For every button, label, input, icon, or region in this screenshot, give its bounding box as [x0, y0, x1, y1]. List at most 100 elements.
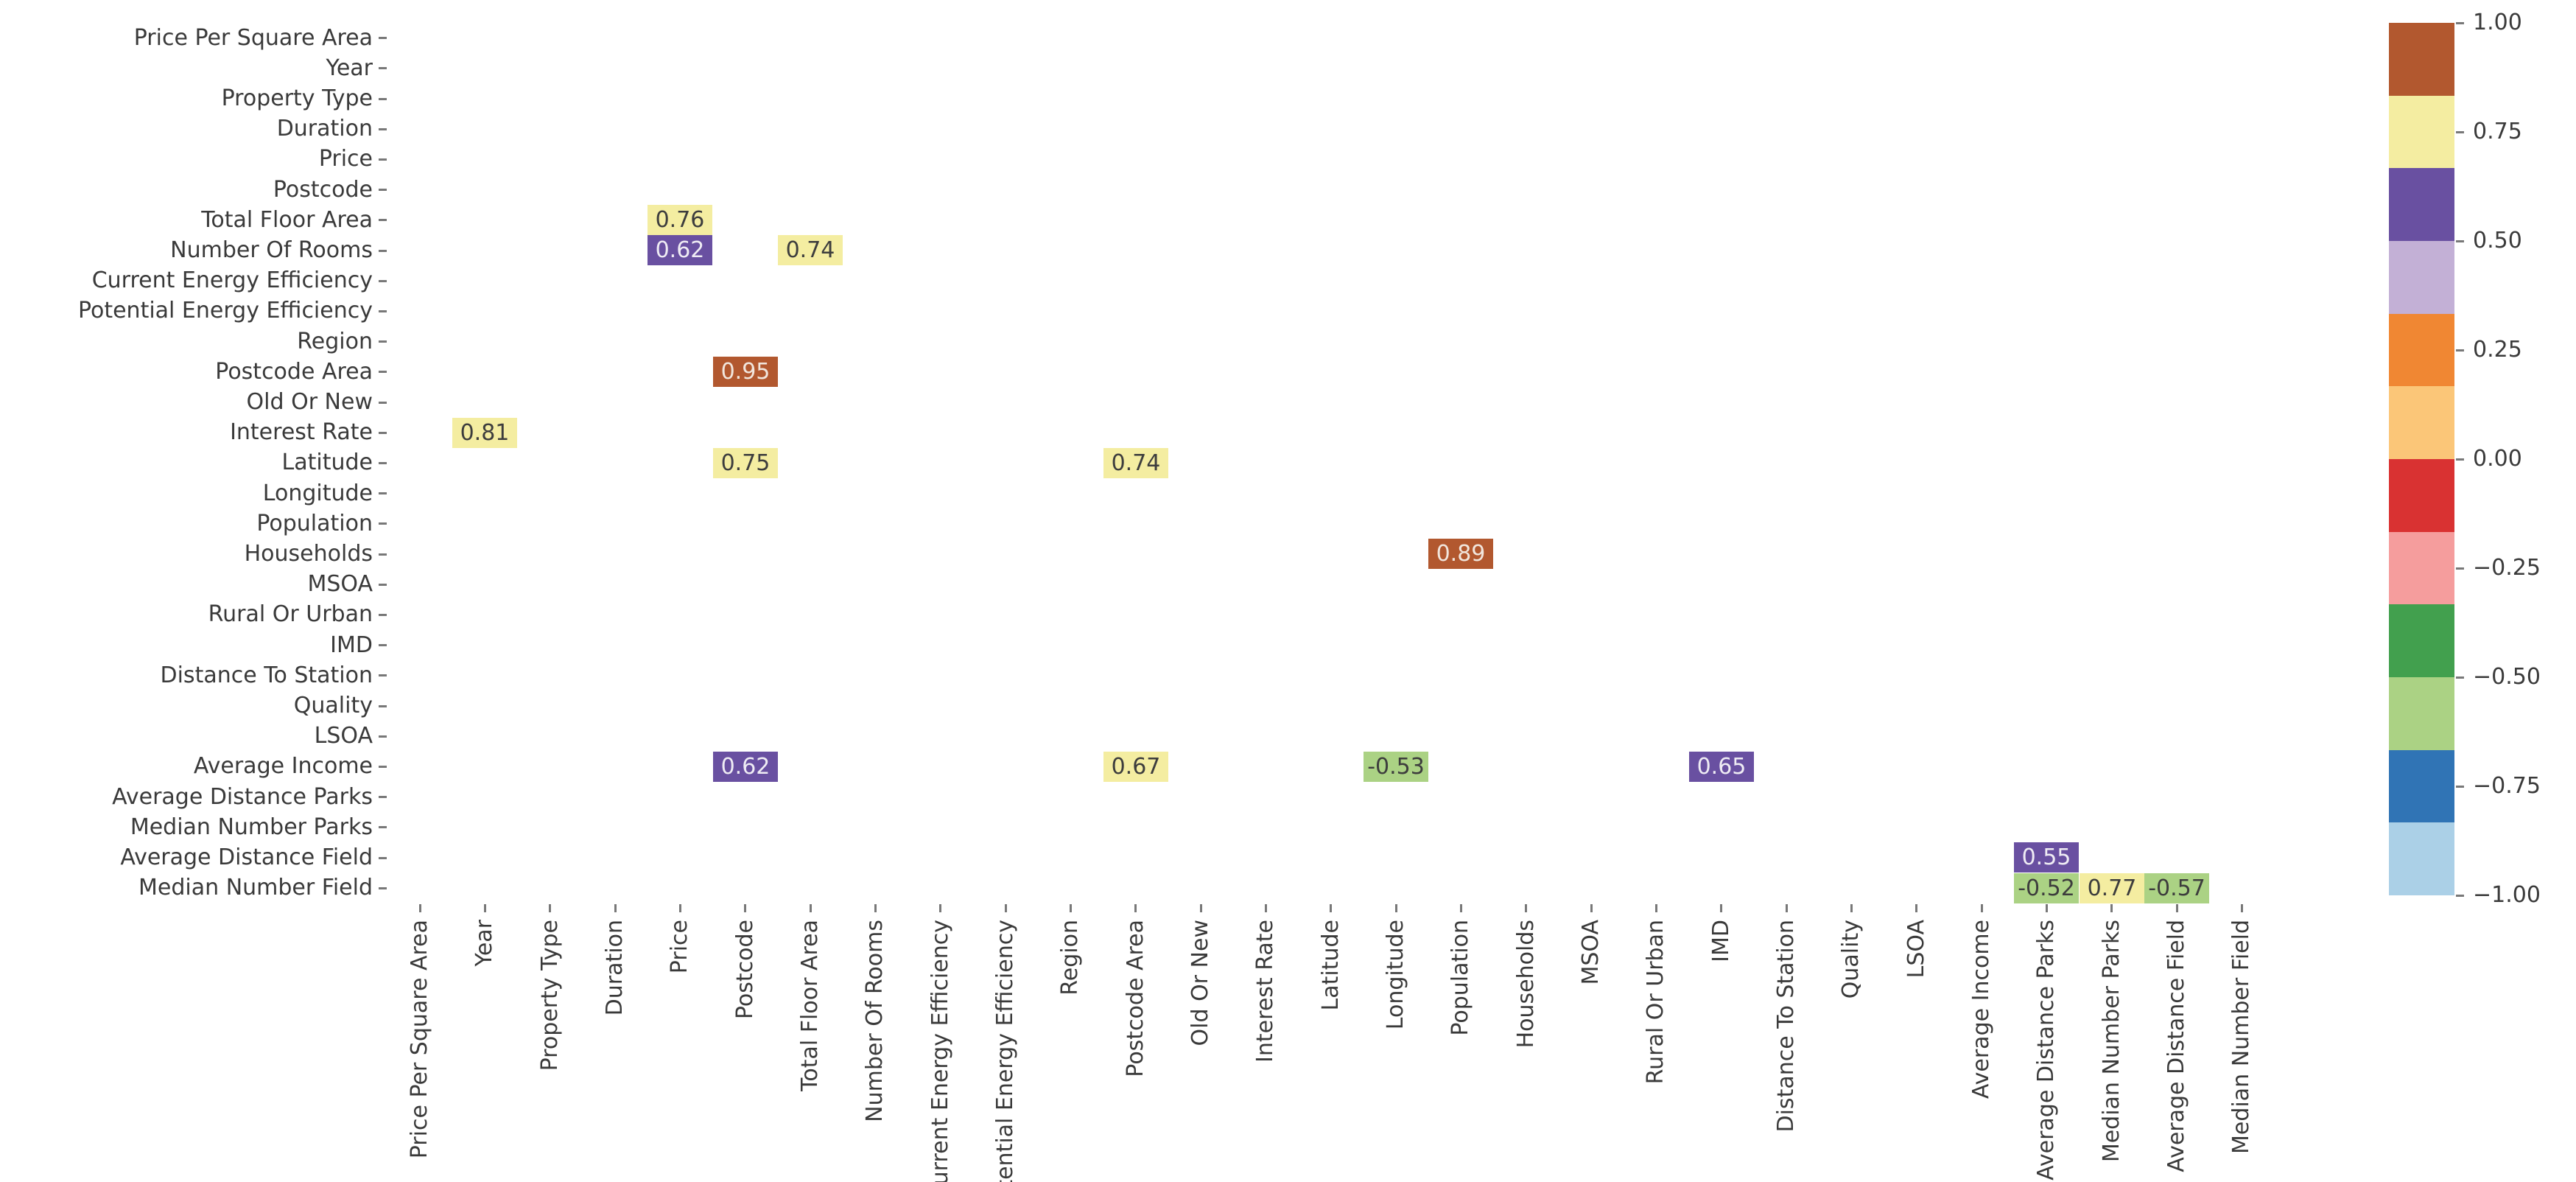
y-tick-label: Average Distance Field: [120, 844, 373, 870]
x-tick-label: Median Number Field: [2228, 920, 2254, 1154]
x-tick-label: Average Distance Parks: [2033, 920, 2059, 1181]
colorbar-band: [2389, 604, 2454, 677]
colorbar-tick-label: 0.25: [2473, 337, 2522, 363]
colorbar-band: [2389, 532, 2454, 605]
y-tick-label: LSOA: [314, 723, 373, 749]
heatmap-cell: 0.65: [1689, 752, 1754, 782]
x-tick-mark: [614, 904, 617, 912]
x-tick-label: LSOA: [1903, 920, 1929, 979]
colorbar-tick-mark: [2456, 895, 2464, 897]
x-tick-mark: [2110, 904, 2113, 912]
colorbar-tick-label: −1.00: [2473, 882, 2541, 908]
colorbar-tick-mark: [2456, 349, 2464, 352]
y-tick-label: Latitude: [281, 450, 373, 475]
colorbar-tick-label: 0.50: [2473, 228, 2522, 253]
x-tick-mark: [1070, 904, 1072, 912]
y-tick-mark: [379, 462, 387, 464]
x-tick-label: Price Per Square Area: [407, 920, 432, 1159]
x-tick-label: Interest Rate: [1252, 920, 1278, 1063]
y-tick-label: Longitude: [262, 480, 373, 506]
y-tick-mark: [379, 98, 387, 100]
x-tick-label: Median Number Parks: [2099, 920, 2124, 1163]
colorbar-band: [2389, 677, 2454, 750]
x-tick-label: Region: [1057, 920, 1083, 996]
x-tick-label: Price: [667, 920, 692, 974]
colorbar-tick-label: 0.00: [2473, 446, 2522, 472]
y-tick-label: MSOA: [307, 571, 373, 597]
y-tick-mark: [379, 553, 387, 556]
x-tick-mark: [939, 904, 941, 912]
y-tick-label: Average Distance Parks: [112, 784, 373, 810]
heatmap-cell: 0.81: [452, 418, 517, 448]
y-tick-mark: [379, 735, 387, 738]
heatmap-cell: 0.62: [647, 235, 712, 265]
y-tick-label: Distance To Station: [160, 662, 373, 688]
y-tick-mark: [379, 584, 387, 586]
y-tick-mark: [379, 887, 387, 889]
y-tick-mark: [379, 280, 387, 282]
heatmap-cell: -0.52: [2014, 873, 2079, 903]
x-tick-mark: [2046, 904, 2048, 912]
colorbar-band: [2389, 314, 2454, 387]
colorbar-band: [2389, 23, 2454, 96]
x-tick-mark: [1395, 904, 1397, 912]
colorbar-band: [2389, 168, 2454, 241]
x-tick-label: Duration: [602, 920, 628, 1016]
y-tick-mark: [379, 402, 387, 404]
y-tick-mark: [379, 128, 387, 130]
x-tick-mark: [810, 904, 812, 912]
x-tick-mark: [1200, 904, 1202, 912]
y-tick-mark: [379, 250, 387, 252]
colorbar-tick-mark: [2456, 458, 2464, 461]
x-tick-label: Postcode: [732, 920, 758, 1020]
y-tick-label: Year: [326, 55, 373, 81]
x-tick-mark: [1525, 904, 1527, 912]
x-tick-mark: [1850, 904, 1853, 912]
y-tick-mark: [379, 158, 387, 161]
y-tick-label: Current Energy Efficiency: [91, 267, 373, 293]
y-tick-mark: [379, 189, 387, 191]
colorbar-tick-mark: [2456, 676, 2464, 679]
x-tick-label: Potential Energy Efficiency: [992, 920, 1018, 1182]
colorbar-tick-mark: [2456, 786, 2464, 788]
y-tick-mark: [379, 67, 387, 69]
colorbar-tick-label: −0.50: [2473, 664, 2541, 690]
heatmap-cell: 0.74: [1103, 448, 1168, 478]
x-tick-mark: [1005, 904, 1007, 912]
x-tick-mark: [419, 904, 421, 912]
colorbar-band: [2389, 96, 2454, 169]
x-tick-mark: [1265, 904, 1267, 912]
colorbar-band: [2389, 750, 2454, 823]
colorbar-band: [2389, 386, 2454, 459]
y-tick-mark: [379, 857, 387, 859]
colorbar-band: [2389, 822, 2454, 895]
x-tick-mark: [1330, 904, 1332, 912]
colorbar-tick-mark: [2456, 240, 2464, 242]
y-tick-mark: [379, 766, 387, 768]
x-tick-label: Rural Or Urban: [1643, 920, 1668, 1085]
x-tick-label: Population: [1447, 920, 1473, 1036]
heatmap-cell: 0.76: [647, 205, 712, 235]
x-tick-label: MSOA: [1578, 920, 1604, 985]
y-tick-mark: [379, 371, 387, 373]
colorbar-tick-mark: [2456, 131, 2464, 133]
x-tick-label: Households: [1513, 920, 1539, 1049]
x-tick-mark: [484, 904, 486, 912]
y-tick-label: Region: [297, 329, 373, 354]
y-tick-mark: [379, 826, 387, 828]
x-tick-label: Longitude: [1383, 920, 1408, 1030]
colorbar-band: [2389, 241, 2454, 314]
x-tick-mark: [1460, 904, 1462, 912]
y-tick-label: Households: [244, 541, 373, 567]
x-tick-label: IMD: [1708, 920, 1734, 962]
x-tick-mark: [1590, 904, 1593, 912]
y-tick-label: Median Number Field: [138, 875, 373, 901]
y-tick-label: Number Of Rooms: [170, 237, 373, 263]
colorbar-tick-mark: [2456, 22, 2464, 24]
x-tick-mark: [679, 904, 681, 912]
y-tick-label: Quality: [293, 693, 373, 718]
x-tick-label: Average Distance Field: [2163, 920, 2189, 1172]
y-tick-label: Average Income: [193, 753, 373, 779]
colorbar-tick-label: 1.00: [2473, 10, 2522, 35]
